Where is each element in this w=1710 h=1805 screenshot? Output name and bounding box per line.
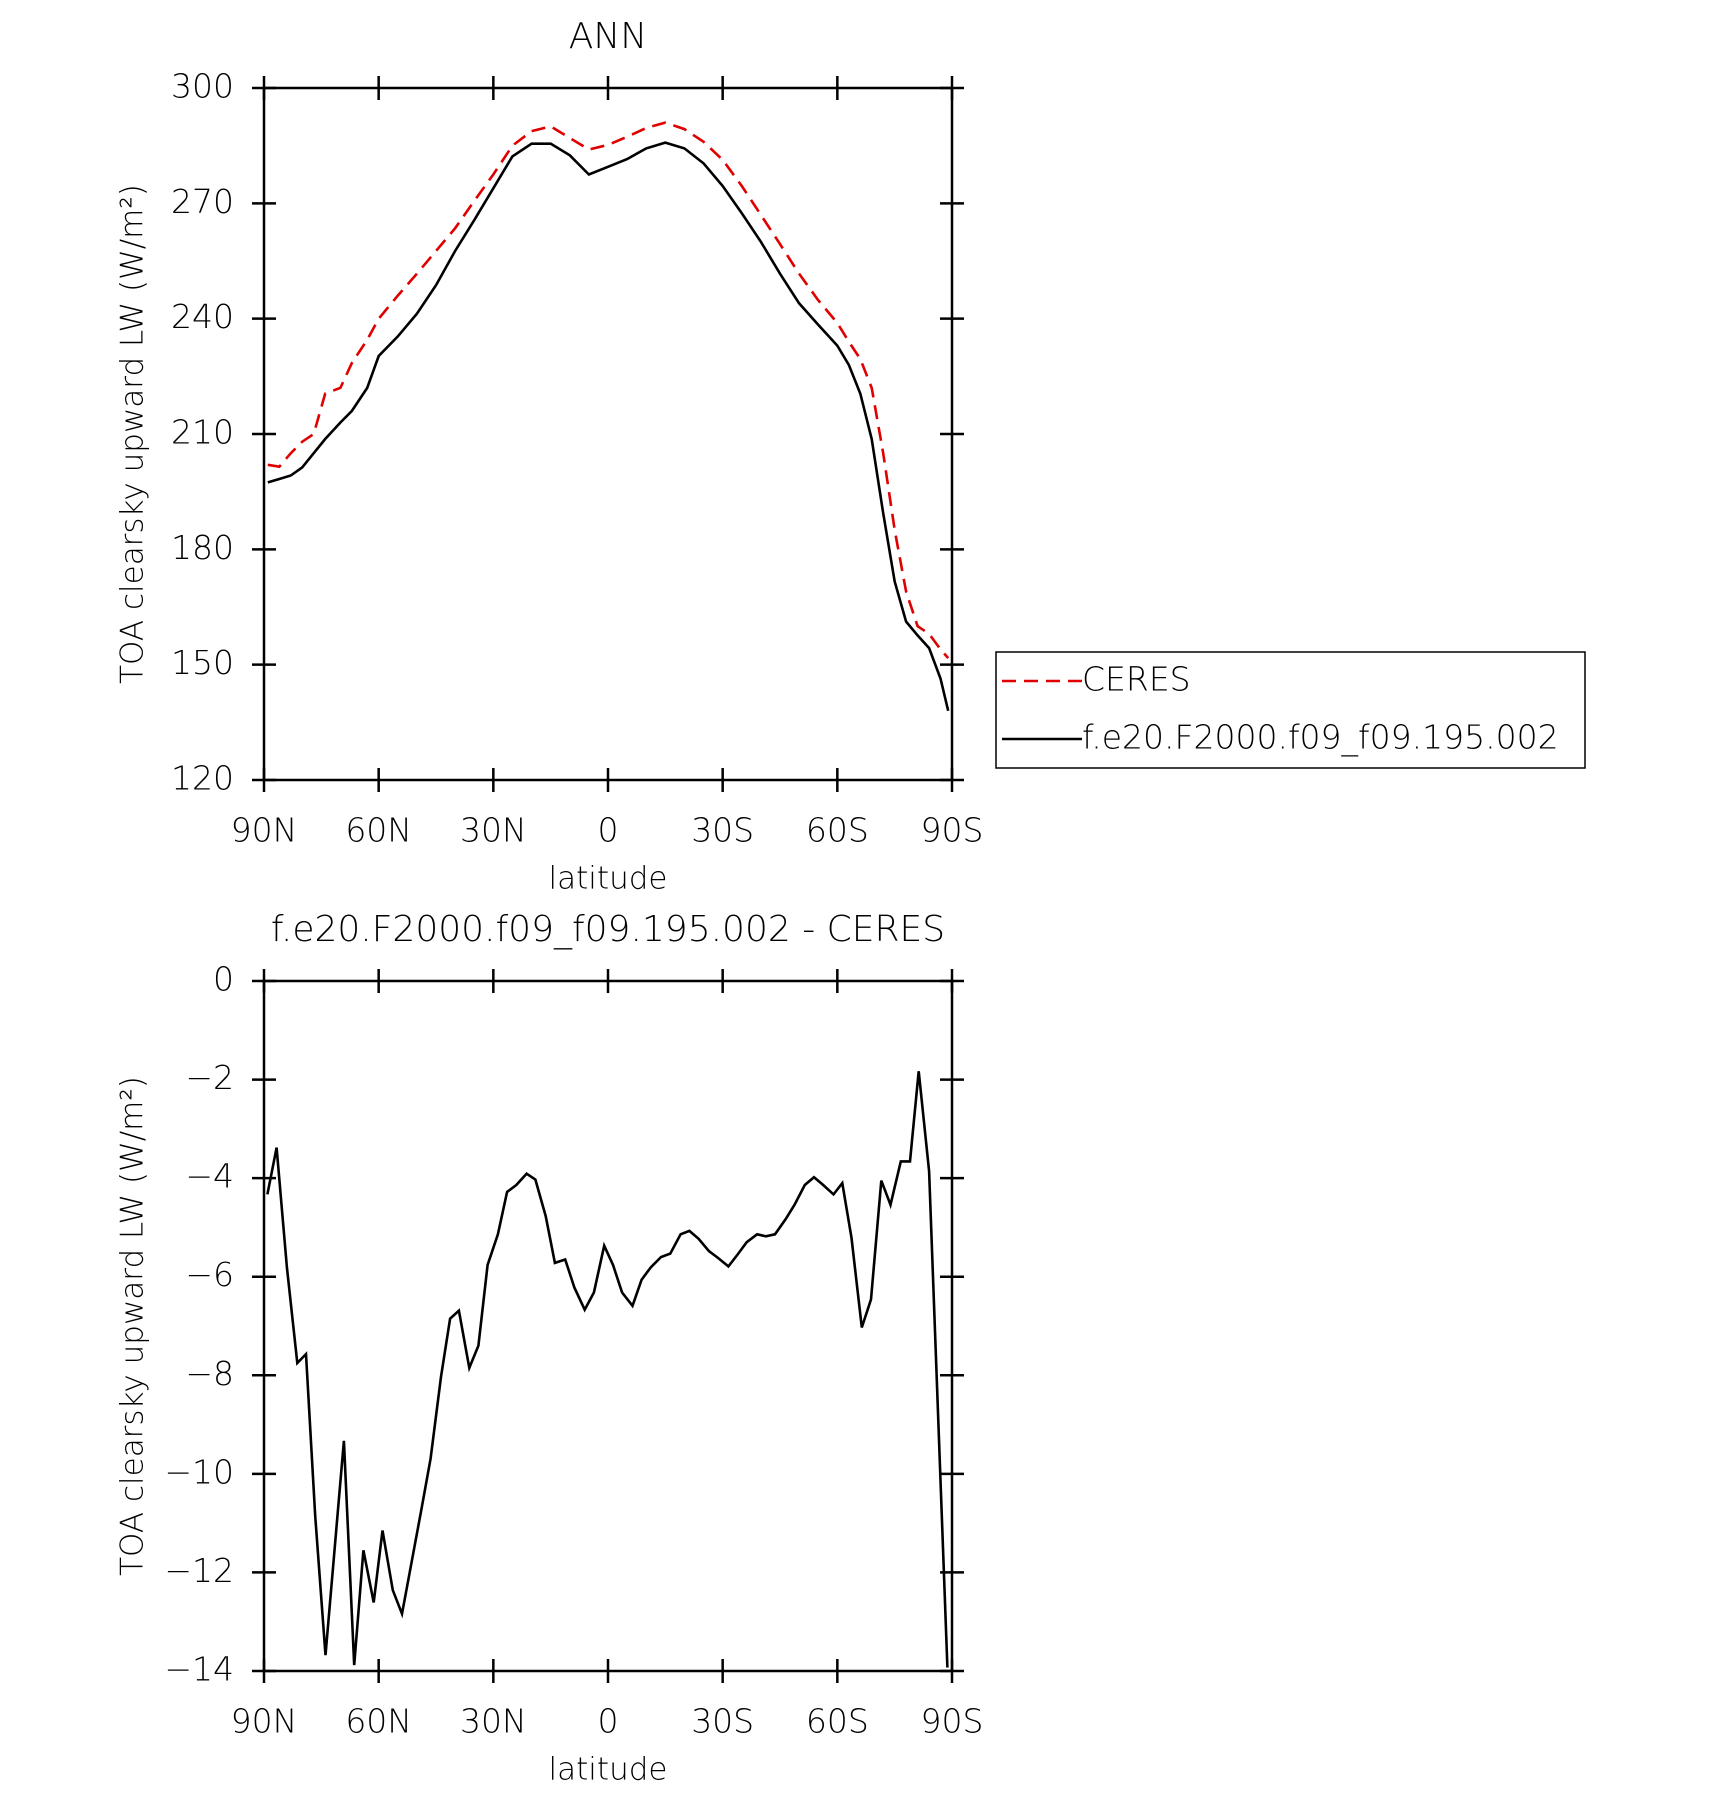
data-line	[267, 141, 950, 712]
x-tick-label: 0	[598, 1702, 619, 1741]
y-tick-label: 150	[171, 643, 234, 682]
chart-title: ANN	[569, 16, 648, 57]
y-tick-label: −2	[185, 1058, 234, 1097]
y-tick-label: 210	[171, 413, 234, 452]
x-tick-label: 90N	[231, 1702, 298, 1741]
x-axis-label: latitude	[549, 861, 668, 897]
x-tick-label: 30N	[460, 811, 527, 850]
x-tick-label: 60N	[345, 811, 412, 850]
x-tick-label: 60N	[345, 1702, 412, 1741]
data-line	[267, 121, 950, 659]
y-tick-label: 270	[171, 182, 234, 221]
legend-label: f.e20.F2000.f09_f09.195.002	[1082, 718, 1559, 758]
y-tick-label: 180	[171, 528, 234, 567]
x-tick-label: 90N	[231, 811, 298, 850]
y-tick-label: 0	[213, 960, 234, 999]
x-tick-label: 60S	[806, 1702, 869, 1741]
x-axis-label: latitude	[549, 1752, 668, 1788]
y-tick-label: −12	[164, 1551, 234, 1590]
x-tick-label: 30N	[460, 1702, 527, 1741]
y-tick-label: 120	[171, 759, 234, 798]
x-tick-label: 30S	[691, 1702, 754, 1741]
x-tick-label: 30S	[691, 811, 754, 850]
plot-frame	[262, 86, 954, 782]
y-tick-label: −14	[164, 1650, 234, 1689]
y-axis-label: TOA clearsky upward LW (W/m²)	[115, 184, 151, 684]
x-tick-label: 0	[598, 811, 619, 850]
x-tick-label: 90S	[921, 1702, 984, 1741]
chart-title: f.e20.F2000.f09_f09.195.002 - CERES	[271, 909, 945, 950]
y-tick-label: −6	[185, 1255, 234, 1294]
legend-label: CERES	[1082, 660, 1191, 699]
x-tick-label: 90S	[921, 811, 984, 850]
legend-box	[995, 651, 1586, 769]
x-tick-label: 60S	[806, 811, 869, 850]
y-axis-label: TOA clearsky upward LW (W/m²)	[115, 1076, 151, 1576]
y-tick-label: −8	[185, 1354, 234, 1393]
y-tick-label: 240	[171, 297, 234, 336]
y-tick-label: 300	[171, 67, 234, 106]
data-line	[266, 1071, 949, 1668]
y-tick-label: −4	[185, 1157, 234, 1196]
y-tick-label: −10	[164, 1452, 234, 1491]
